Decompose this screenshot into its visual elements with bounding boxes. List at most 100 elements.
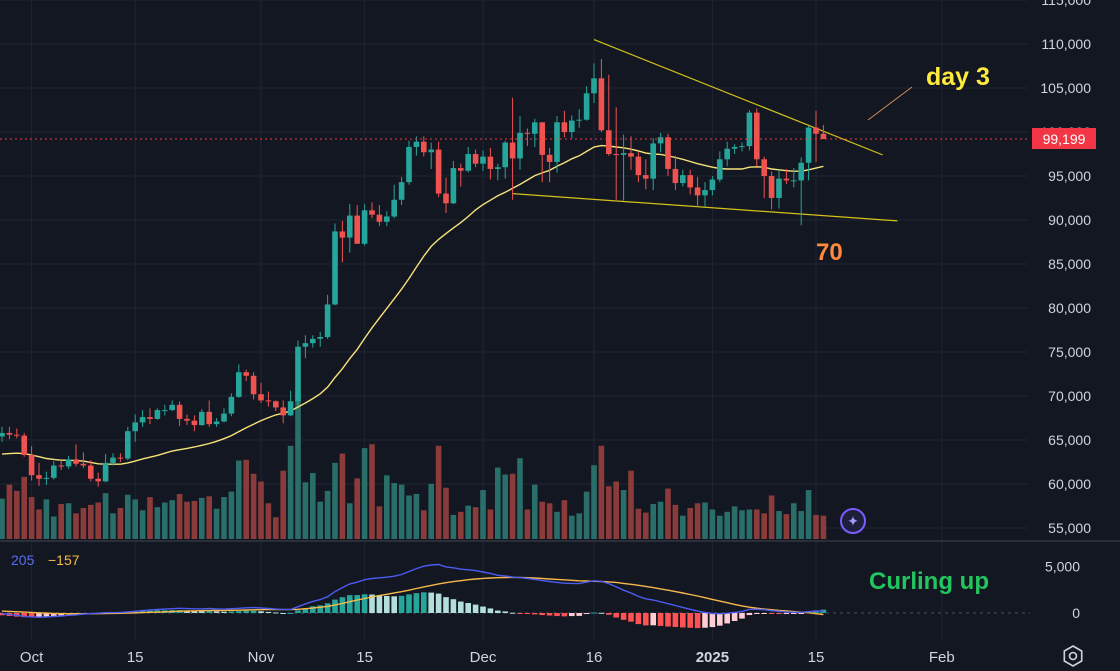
candle-body — [110, 457, 116, 463]
volume-bar — [132, 499, 138, 539]
macd-histogram-bar — [199, 611, 205, 613]
volume-bar — [724, 511, 730, 539]
macd-histogram-bar — [184, 610, 190, 613]
candle-body — [754, 112, 760, 160]
candle — [643, 159, 649, 190]
candle-body — [805, 127, 812, 163]
volume-bar — [739, 510, 745, 539]
volume-bar — [650, 504, 656, 539]
macd-histogram-bar — [36, 613, 42, 618]
candle-body — [14, 434, 20, 436]
volume-bar — [228, 491, 235, 539]
candle — [398, 176, 405, 206]
volume-bar — [643, 512, 649, 539]
macd-histogram-bar — [51, 613, 57, 617]
candle — [680, 169, 686, 187]
time-tick-label: Dec — [470, 649, 497, 666]
volume-bar — [117, 507, 124, 539]
volume-bar — [435, 445, 442, 539]
candle — [450, 161, 457, 205]
macd-histogram-bar — [724, 613, 730, 624]
candle — [88, 460, 94, 482]
candle — [435, 141, 442, 198]
macd-histogram-bar — [28, 613, 35, 618]
volume-bar — [147, 497, 153, 539]
macd-histogram-bar — [709, 613, 716, 628]
volume-bar — [302, 482, 309, 539]
volume-bar — [73, 513, 79, 539]
macd-histogram-bar — [302, 608, 309, 613]
candle — [169, 400, 175, 411]
volume-bar — [598, 445, 605, 539]
volume-bar — [14, 490, 20, 539]
volume-bar — [472, 507, 479, 539]
candle-body — [206, 411, 212, 425]
volume-bar — [199, 497, 205, 539]
candle — [162, 404, 168, 416]
macd-tick-label: 0 — [1072, 605, 1080, 621]
candle-body — [406, 146, 412, 183]
macd-histogram-bar — [561, 613, 568, 617]
candle-body — [650, 143, 656, 179]
volume-bar — [569, 515, 575, 539]
candle-body — [546, 154, 553, 162]
volume-bar — [221, 497, 227, 539]
macd-histogram-bar — [465, 603, 471, 613]
macd-histogram-bar — [798, 613, 804, 614]
gear-icon[interactable] — [1062, 645, 1084, 667]
volume-bar — [361, 448, 368, 539]
candle-body — [258, 394, 264, 401]
candle-body — [384, 216, 390, 222]
candle-body — [125, 431, 131, 459]
macd-histogram-bar — [413, 593, 420, 613]
macd-histogram-bar — [354, 595, 360, 613]
volume-bar — [761, 513, 767, 539]
candle-body — [236, 372, 242, 397]
candle-body — [6, 432, 13, 435]
macd-histogram-bar — [280, 613, 286, 614]
macd-histogram-bar — [739, 613, 745, 619]
macd-histogram-bar — [443, 597, 449, 613]
candle-body — [221, 413, 227, 422]
volume-bar — [384, 475, 390, 539]
price-axis[interactable]: 55,000 60,000 65,000 70,000 75,000 80,000 85,0… — [1040, 0, 1091, 621]
candle — [746, 110, 753, 151]
macd-histogram-bar — [339, 597, 346, 613]
candle — [798, 157, 804, 226]
macd-histogram-bar — [228, 611, 235, 613]
candle-body — [569, 120, 575, 132]
volume-bar — [628, 470, 634, 539]
candle — [783, 168, 790, 184]
macd-lines — [1, 563, 824, 618]
time-tick-label: 2025 — [696, 649, 729, 666]
candle-body — [731, 146, 738, 149]
candle-body — [147, 417, 153, 419]
macd-histogram-bar — [332, 599, 338, 613]
candle-body — [139, 417, 146, 423]
macd-histogram-bar — [376, 595, 383, 613]
volume-bar — [421, 510, 427, 539]
price-tick-label: 115,000 — [1041, 0, 1091, 8]
trendline — [593, 39, 883, 156]
macd-histogram-bar — [657, 613, 664, 626]
candle — [28, 446, 35, 481]
signal-value: −157 — [48, 552, 80, 568]
volume-bar — [258, 481, 264, 539]
volume-bar — [206, 496, 212, 539]
sparkle-icon[interactable]: ✦ — [840, 508, 866, 534]
volume-bar — [443, 487, 449, 539]
time-axis[interactable]: Oct 15 Nov 15 Dec 16 2025 15 Feb — [20, 649, 955, 666]
volume-bar — [369, 444, 375, 539]
candle — [428, 142, 434, 169]
candle — [687, 169, 693, 195]
candle-body — [561, 122, 568, 132]
macd-histogram-bar — [694, 613, 701, 629]
candle-body — [398, 182, 405, 200]
volume-bar — [635, 508, 642, 539]
volume-bar — [665, 488, 671, 539]
volume-bar — [509, 473, 516, 539]
candle-body — [287, 401, 294, 416]
volume-bar — [591, 465, 597, 539]
candle — [154, 408, 161, 420]
